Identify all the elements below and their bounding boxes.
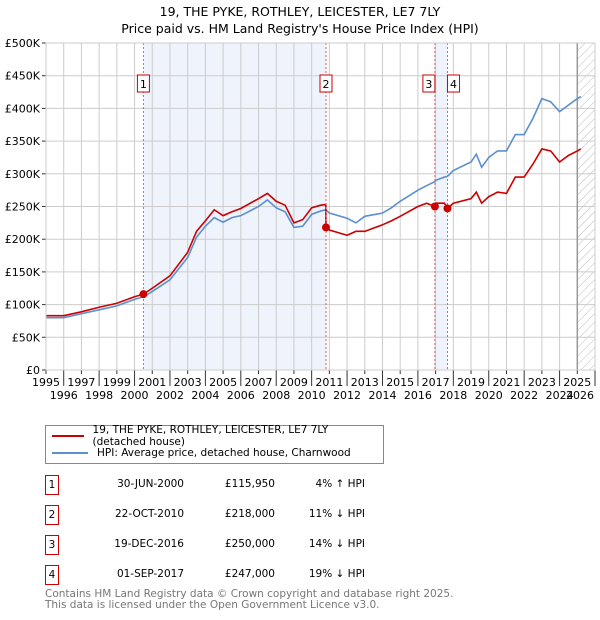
sale-number: 1 — [45, 475, 59, 495]
sale-row: 1 30-JUN-2000 £115,950 4% ↑ HPI — [45, 475, 445, 495]
x-tick-label: 2016 — [404, 389, 432, 402]
sale-point — [321, 223, 330, 232]
x-tick-label: 2008 — [262, 389, 290, 402]
footer-line: Contains HM Land Registry data © Crown c… — [45, 588, 454, 600]
sale-number: 2 — [45, 505, 59, 525]
x-tick-label: 2002 — [156, 389, 184, 402]
y-tick-label: £350K — [5, 135, 41, 148]
x-tick-label: 2023 — [528, 376, 556, 389]
sale-label: 4 — [450, 78, 457, 91]
sale-price: £250,000 — [224, 538, 275, 550]
chart-subtitle: Price paid vs. HM Land Registry's House … — [121, 21, 479, 36]
plot-border — [45, 42, 596, 371]
x-tick-label: 2006 — [227, 389, 255, 402]
sale-label-box — [136, 74, 150, 93]
y-tick-label: £400K — [5, 102, 41, 115]
legend-label: HPI: Average price, detached house, Char… — [97, 447, 351, 459]
x-tick-label: 2020 — [475, 389, 503, 402]
sale-label: 1 — [140, 78, 147, 91]
x-tick-label: 1996 — [50, 389, 78, 402]
legend-swatch-blue — [52, 452, 88, 454]
x-tick-label: 2012 — [333, 389, 361, 402]
legend-swatch-red — [52, 435, 84, 437]
x-tick-label: 2007 — [245, 376, 273, 389]
hpi-line — [46, 95, 582, 319]
line-chart: 1995199619971998199920002001200220032004… — [5, 37, 596, 402]
y-tick-label: £200K — [5, 233, 41, 246]
footer-line: This data is licensed under the Open Gov… — [45, 599, 380, 611]
sale-row: 3 19-DEC-2016 £250,000 14% ↓ HPI — [45, 535, 445, 555]
sale-point — [443, 204, 452, 213]
sale-date: 01-SEP-2017 — [116, 568, 184, 580]
x-tick-label: 2013 — [351, 376, 379, 389]
sale-hpi-diff: 19% ↓ HPI — [308, 568, 365, 580]
sale-row: 2 22-OCT-2010 £218,000 11% ↓ HPI — [45, 505, 445, 525]
sale-label-box — [446, 74, 460, 93]
x-tick-label: 2003 — [174, 376, 202, 389]
sale-date: 19-DEC-2016 — [114, 538, 184, 550]
x-tick-label: 2024 — [546, 389, 574, 402]
legend-item-hpi: HPI: Average price, detached house, Char… — [52, 445, 351, 461]
y-tick-label: £150K — [5, 266, 41, 279]
sale-date: 30-JUN-2000 — [117, 478, 184, 490]
x-tick-label: 2026 — [566, 389, 594, 402]
legend: 19, THE PYKE, ROTHLEY, LEICESTER, LE7 7L… — [45, 424, 384, 464]
sale-point — [139, 290, 148, 299]
sale-point — [430, 202, 439, 211]
y-tick-label: £300K — [5, 168, 41, 181]
footer: Contains HM Land Registry data © Crown c… — [45, 589, 453, 611]
y-tick-label: £250K — [5, 201, 41, 214]
property-price-line — [46, 148, 582, 317]
x-tick-label: 2015 — [386, 376, 414, 389]
x-tick-label: 2005 — [209, 376, 237, 389]
x-tick-label: 2017 — [422, 376, 450, 389]
y-tick-label: £100K — [5, 299, 41, 312]
x-tick-label: 2014 — [368, 389, 396, 402]
x-tick-label: 2009 — [280, 376, 308, 389]
y-tick-label: £0 — [26, 364, 40, 377]
x-tick-label: 1997 — [67, 376, 95, 389]
x-tick-label: 2018 — [439, 389, 467, 402]
x-tick-label: 2025 — [563, 376, 591, 389]
x-tick-label: 2021 — [492, 376, 520, 389]
sale-label-box — [319, 74, 333, 93]
sale-number: 3 — [45, 535, 59, 555]
x-tick-label: 2010 — [298, 389, 326, 402]
legend-label: 19, THE PYKE, ROTHLEY, LEICESTER, LE7 7L… — [92, 424, 329, 448]
sale-hpi-diff: 11% ↓ HPI — [308, 508, 365, 520]
chart-title: 19, THE PYKE, ROTHLEY, LEICESTER, LE7 7L… — [159, 4, 441, 19]
legend-item-property: 19, THE PYKE, ROTHLEY, LEICESTER, LE7 7L… — [52, 424, 383, 448]
sale-date: 22-OCT-2010 — [115, 508, 184, 520]
sale-hpi-diff: 4% ↑ HPI — [315, 478, 365, 490]
sale-row: 4 01-SEP-2017 £247,000 19% ↓ HPI — [45, 565, 445, 585]
x-tick-label: 1998 — [85, 389, 113, 402]
x-tick-label: 2019 — [457, 376, 485, 389]
x-tick-label: 2022 — [510, 389, 538, 402]
sale-number: 4 — [45, 565, 59, 585]
sale-price: £115,950 — [224, 478, 275, 490]
sale-label: 3 — [425, 78, 432, 91]
y-tick-label: £450K — [5, 70, 41, 83]
y-tick-label: £500K — [5, 37, 41, 50]
x-tick-label: 2011 — [315, 376, 343, 389]
x-tick-label: 2001 — [138, 376, 166, 389]
sale-price: £247,000 — [224, 568, 275, 580]
x-tick-label: 2000 — [121, 389, 149, 402]
sale-hpi-diff: 14% ↓ HPI — [308, 538, 365, 550]
x-tick-label: 1999 — [103, 376, 131, 389]
sale-price: £218,000 — [224, 508, 275, 520]
sale-label: 2 — [322, 78, 329, 91]
y-tick-label: £50K — [12, 331, 41, 344]
sale-label-box — [422, 74, 436, 93]
x-tick-label: 2004 — [191, 389, 219, 402]
x-tick-label: 1995 — [32, 376, 60, 389]
